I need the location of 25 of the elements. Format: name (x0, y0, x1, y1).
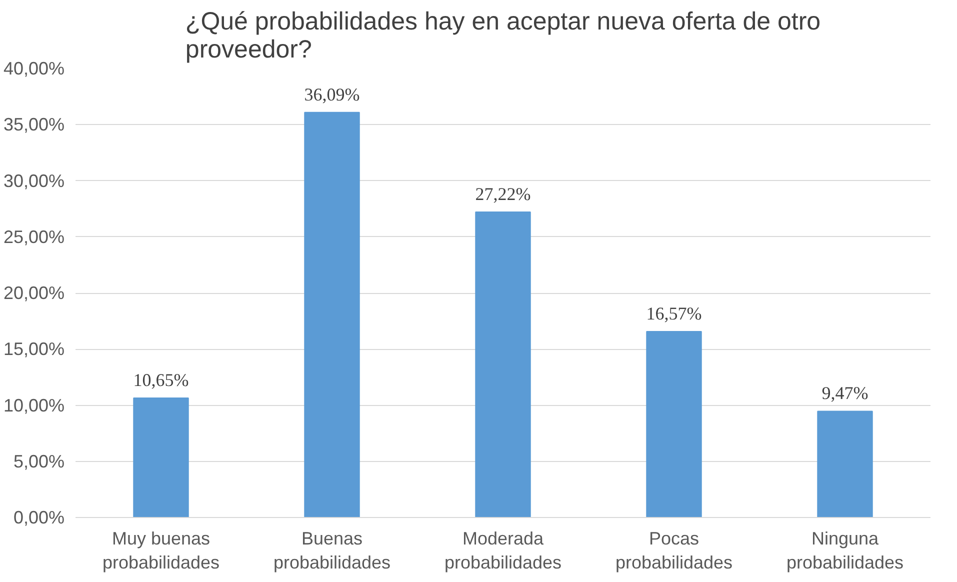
x-tick-label: Moderada probabilidades (444, 528, 562, 572)
y-tick-label: 10,00% (3, 395, 65, 416)
y-tick-label: 5,00% (13, 451, 65, 472)
y-tick-label: 15,00% (3, 339, 65, 360)
y-tick-label: 25,00% (3, 226, 65, 247)
data-label: 36,09% (304, 84, 360, 104)
y-tick-label: 40,00% (3, 58, 65, 78)
data-label: 16,57% (646, 304, 702, 324)
bar (133, 397, 189, 518)
y-tick-label: 35,00% (3, 114, 65, 135)
x-tick-label: Pocas probabilidades (615, 528, 733, 572)
chart-title: ¿Qué probabilidades hay en aceptar nueva oferta de otro proveedor? (185, 8, 821, 64)
x-tick-label: Buenas probabilidades (273, 528, 391, 572)
bar (817, 410, 873, 518)
y-tick-label: 20,00% (3, 283, 65, 303)
x-tick-label: Ninguna probabilidades (786, 528, 904, 572)
bar (304, 112, 360, 518)
y-tick-label: 0,00% (13, 508, 65, 528)
x-tick-label: Muy buenas probabilidades (102, 528, 220, 572)
data-label: 10,65% (133, 370, 189, 390)
bar (475, 211, 531, 518)
y-tick-label: 30,00% (3, 170, 65, 191)
bar (646, 331, 702, 518)
data-label: 27,22% (475, 184, 531, 204)
data-label: 9,47% (822, 383, 868, 404)
